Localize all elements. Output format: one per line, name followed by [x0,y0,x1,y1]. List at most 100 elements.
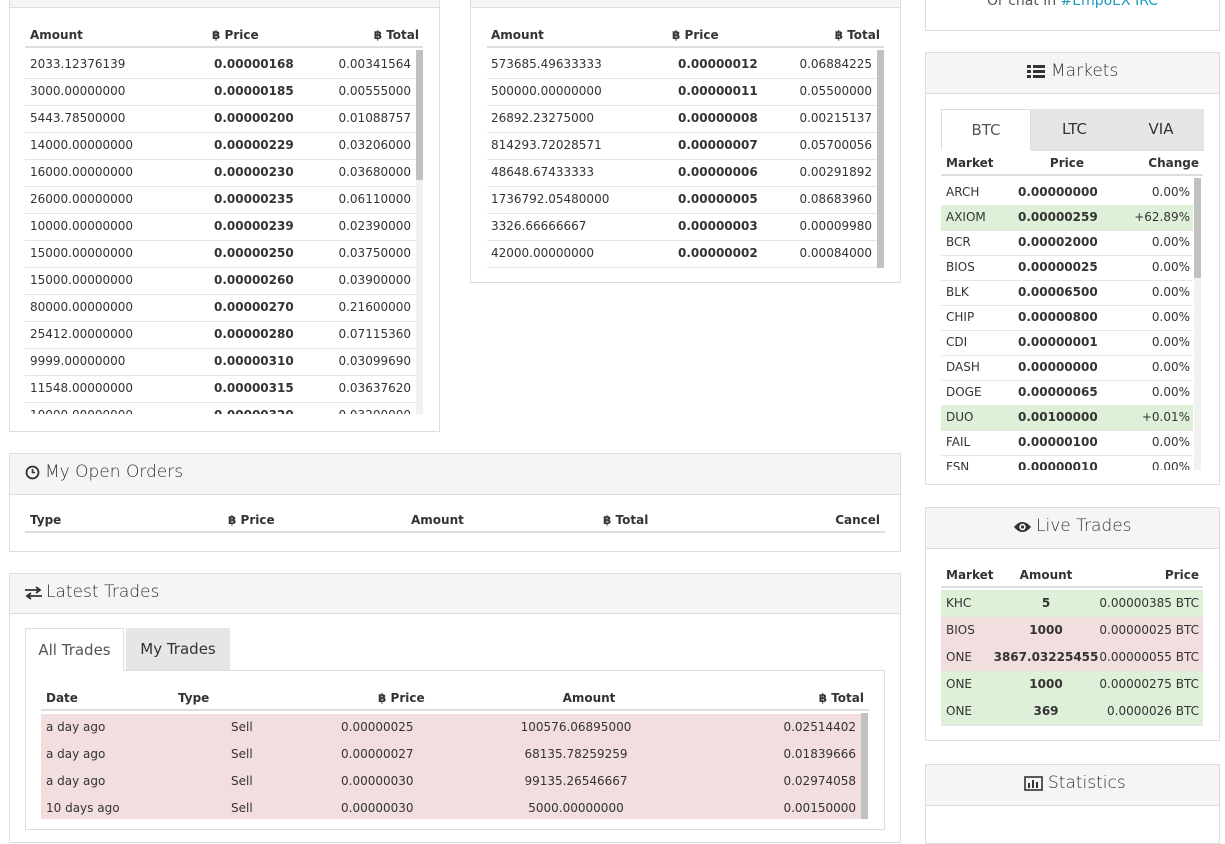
column-header: Amount [562,691,616,705]
clock-icon [25,465,40,480]
panel-heading [10,454,900,495]
table-cell: DOGE [946,385,982,399]
table-cell: 0.00000100 [1018,435,1098,449]
row-separator [25,78,416,79]
column-header: Type [30,513,62,527]
table: Date Type ฿ Price Amount ฿ Total a day ago Sel… [41,691,869,819]
table-cell: 0.00002000 [1018,235,1098,249]
table-cell: 0.00341564 [338,57,411,71]
table-cell: 0.00% [1151,310,1190,324]
table-cell: 1000 [1029,677,1063,691]
row-separator [25,105,416,106]
tab[interactable]: LTC [1031,109,1118,150]
column-header: ฿ Price [378,691,425,705]
chat-link[interactable]: #EmpoEX IRC [1060,0,1159,9]
row-background [941,404,1193,430]
scrollbar-track [416,50,423,414]
table: Amount ฿ Price ฿ Total 573685.49633333 0.000… [0,0,1225,268]
table-cell: 0.00000200 [214,111,294,125]
table-cell: ONE [946,677,973,691]
scrollbar-thumb [861,713,868,819]
tab[interactable]: All Trades [25,628,124,671]
table-cell: Sell [231,801,253,815]
order-book-panel [9,0,440,432]
column-header: Amount [411,513,464,527]
table-cell: 25412.00000000 [30,327,134,341]
table-cell: ARCH [946,185,980,199]
table-cell: 0.00000000 [1018,360,1098,374]
row-separator [941,430,1193,431]
table-cell: 0.00000025 BTC [1099,623,1199,637]
row-background [941,589,1203,617]
table-cell: 0.00000055 BTC [1099,650,1199,664]
table-cell: 0.01839666 [783,747,856,761]
scrollbar-thumb [1194,178,1201,278]
table-cell: 11548.00000000 [30,381,134,395]
chat-prefix: Or chat in [986,0,1057,9]
table-cell: 0.00% [1151,460,1190,470]
table-cell: BLK [946,285,969,299]
table-cell: FSN [946,460,970,470]
table-cell: 3000.00000000 [30,84,126,98]
table-cell: +0.01% [1141,410,1190,424]
panel-heading [10,574,900,614]
table-cell: 16000.00000000 [30,165,134,179]
scrollbar-thumb [416,50,423,180]
row-separator [941,330,1193,331]
panel-title: Markets [1051,61,1119,81]
header-rule [25,46,423,48]
row-separator [941,305,1193,306]
tab[interactable]: BTC [941,109,1031,150]
table-cell: 0.00000005 [678,192,758,206]
row-separator [941,230,1193,231]
column-header: ฿ Total [373,28,419,42]
panel-heading [471,0,900,8]
table-cell: 0.00% [1151,360,1190,374]
row-separator [25,267,416,268]
tab[interactable]: VIA [1118,109,1204,150]
chart-icon [1024,776,1043,791]
table-cell: 0.06884225 [799,57,872,71]
panel-title: My Open Orders [45,462,184,482]
table-cell: 0.00000011 [678,84,758,98]
column-header: ฿ Total [834,28,880,42]
column-header: Cancel [835,513,880,527]
row-separator [941,280,1193,281]
table-cell: 0.00000065 [1018,385,1098,399]
panel-heading [10,0,439,8]
panel-title: Latest Trades [46,582,160,602]
row-separator [25,159,416,160]
table-cell: 0.00000006 [678,165,758,179]
row-separator [941,725,1203,726]
table-cell: 0.00000001 [1018,335,1098,349]
table-cell: AXIOM [946,210,986,224]
column-header: Amount [30,28,83,42]
tab[interactable]: My Trades [126,628,230,670]
row-separator [941,255,1193,256]
panel-heading [926,508,1219,549]
row-separator [25,213,416,214]
row-separator [487,186,877,187]
row-separator [487,213,877,214]
row-background [941,697,1203,725]
list-icon [1027,65,1045,78]
table-cell: 48648.67433333 [491,165,595,179]
row-background [941,204,1193,230]
table-cell: 100576.06895000 [520,720,632,734]
column-header: ฿ Total [603,513,649,527]
table: Market Amount Price KHC 5 0.00000385 BTC BIOS 1… [941,568,1203,726]
header-rule [41,709,869,711]
table-cell: BCR [946,235,971,249]
row-separator [487,105,877,106]
table-cell: 0.00000185 [214,84,294,98]
row-background [41,794,861,819]
row-separator [25,375,416,376]
table-cell: 0.00000168 [214,57,294,71]
table-cell: 10 days ago [46,801,120,815]
row-separator [941,455,1193,456]
column-header: Amount [491,28,544,42]
table-cell: 0.03680000 [338,165,411,179]
row-separator [941,355,1193,356]
row-separator [25,321,416,322]
